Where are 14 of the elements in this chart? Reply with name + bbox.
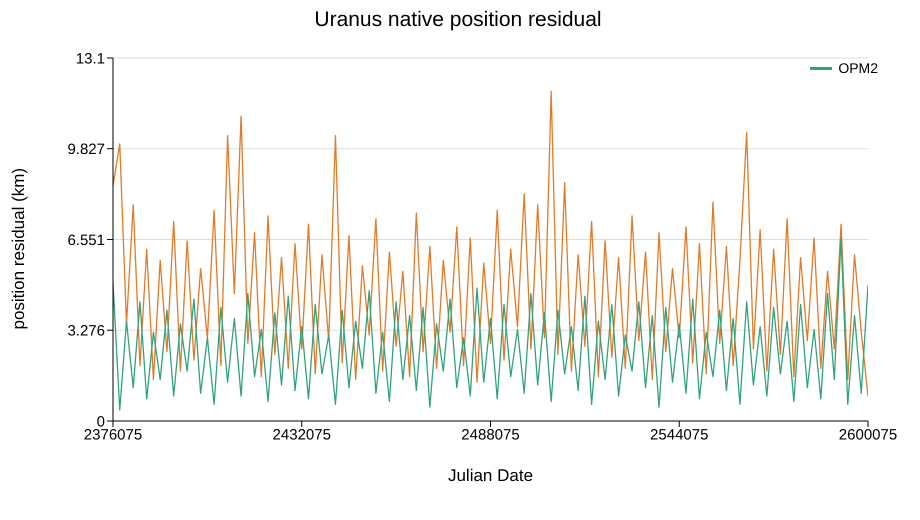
y-tick-label: 13.1 — [76, 50, 105, 68]
x-tick-label: 2432075 — [272, 426, 331, 444]
legend-label: OPM2 — [838, 60, 878, 76]
y-tick-label: 6.551 — [67, 232, 105, 249]
y-axis-title: position residual (km) — [9, 168, 28, 330]
x-tick-label: 2544075 — [650, 426, 708, 444]
y-tick-label: 3.276 — [67, 322, 105, 340]
chart-title: Uranus native position residual — [313, 8, 603, 33]
y-tick-label: 9.827 — [67, 141, 105, 158]
x-tick-label: 2600075 — [838, 426, 898, 444]
x-axis-title: Julian Date — [448, 466, 534, 485]
line-series — [113, 90, 868, 397]
line-series — [113, 237, 868, 411]
x-tick-label: 2488075 — [461, 426, 520, 444]
